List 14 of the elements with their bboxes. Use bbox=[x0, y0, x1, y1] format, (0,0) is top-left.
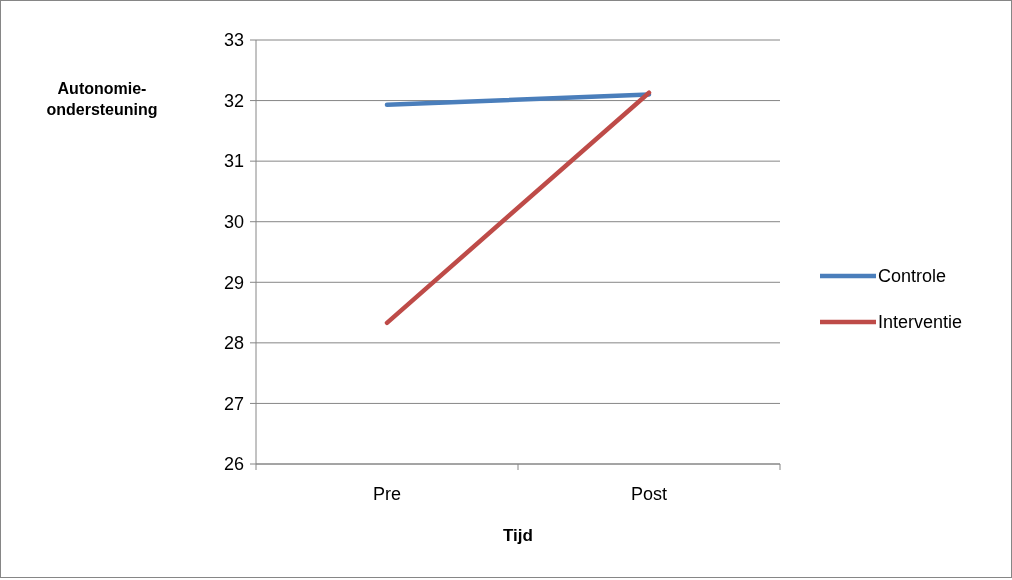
y-tick-label: 27 bbox=[223, 393, 244, 414]
y-tick-label: 31 bbox=[223, 151, 244, 172]
x-tick-label: Pre bbox=[372, 484, 402, 504]
y-tick-label: 29 bbox=[223, 272, 244, 293]
y-tick-label: 32 bbox=[223, 90, 244, 111]
legend-label: Controle bbox=[878, 266, 947, 287]
legend-label: Interventie bbox=[878, 312, 963, 333]
y-axis-title: Autonomie-ondersteuning bbox=[46, 80, 158, 118]
y-tick-label: 33 bbox=[223, 30, 244, 51]
y-tick-label: 28 bbox=[223, 333, 244, 354]
x-axis-title: Tijd bbox=[503, 526, 533, 545]
x-tick-label: Post bbox=[630, 484, 668, 504]
y-tick-label: 30 bbox=[223, 212, 244, 233]
y-tick-label: 26 bbox=[223, 454, 244, 475]
